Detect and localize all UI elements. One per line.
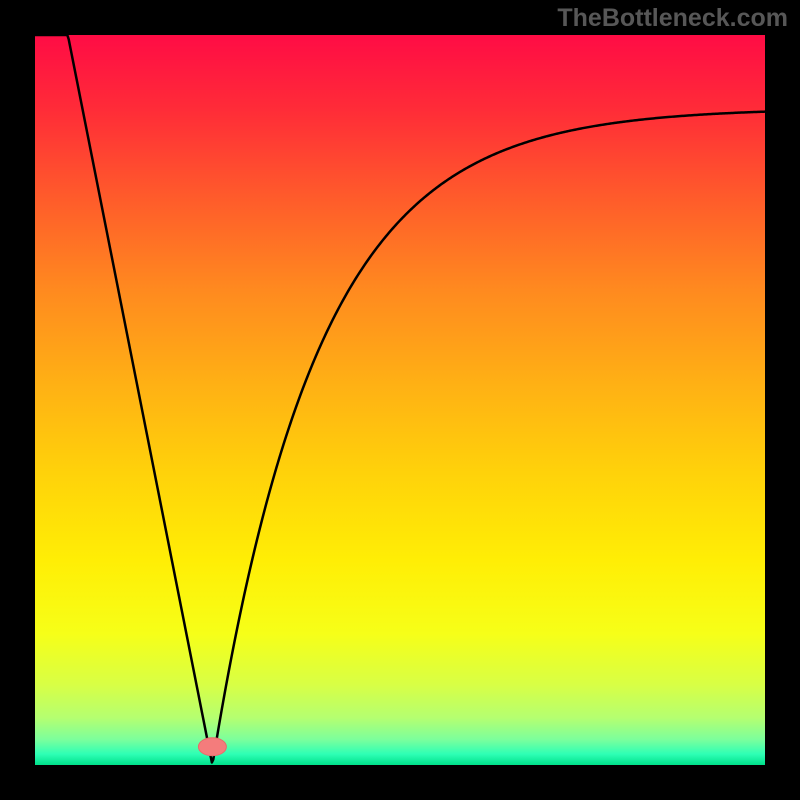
chart-stage: TheBottleneck.com xyxy=(0,0,800,800)
chart-svg xyxy=(35,35,765,765)
valley-marker xyxy=(198,738,226,756)
bottleneck-curve xyxy=(35,35,765,762)
watermark-text: TheBottleneck.com xyxy=(557,4,788,33)
plot-area xyxy=(35,35,765,765)
